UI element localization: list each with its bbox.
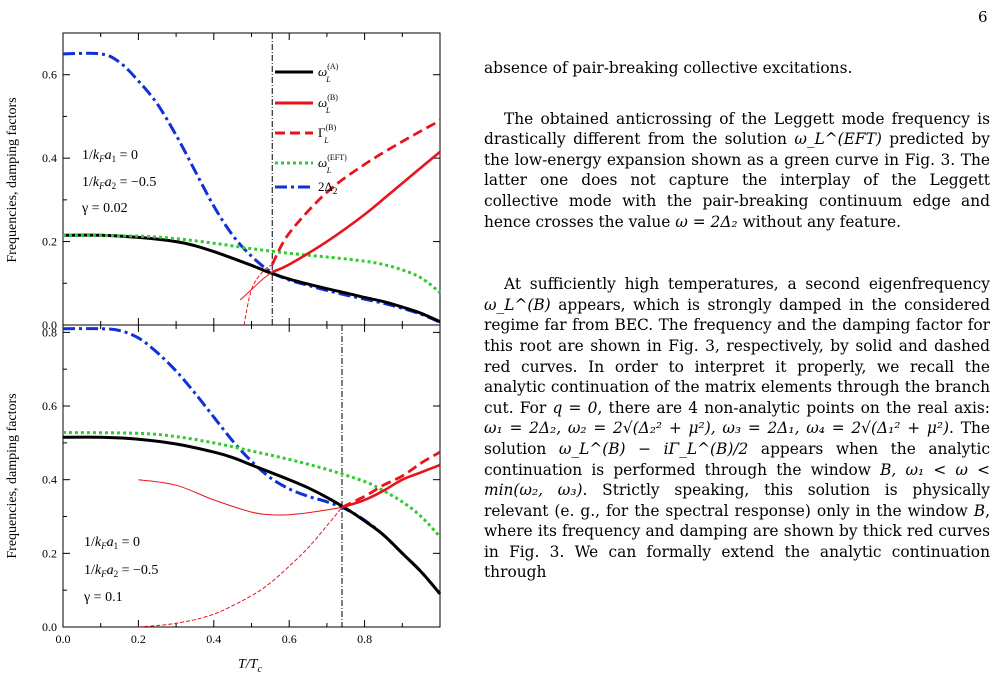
bottom-xtick-label: 0.2 — [131, 632, 146, 646]
top-curves — [62, 51, 441, 326]
bottom-series-line — [341, 463, 441, 509]
top-param-a2: 1/kFa2 = −0.5 — [82, 175, 156, 191]
paragraph-2-text-c: without any feature. — [737, 212, 902, 231]
paragraph-2-math-2: ω = 2Δ₂ — [675, 212, 738, 231]
bottom-xtick-label: 0.0 — [56, 632, 71, 646]
bottom-plot-frame — [62, 324, 441, 628]
paragraph-3-text-g: , where its frequency and damping are sh… — [484, 501, 990, 582]
top-series-line — [62, 51, 441, 324]
bottom-param-gamma: γ = 0.1 — [83, 590, 123, 605]
paragraph-3-math-6: B — [973, 501, 986, 520]
legend-label-omega-eft: ω(EFT) L — [318, 153, 347, 175]
bottom-param-a2: 1/kFa2 = −0.5 — [84, 563, 158, 579]
bottom-ytick-label: 0.6 — [42, 399, 57, 413]
top-ytick-label: 0.0 — [42, 318, 57, 332]
paragraph-2-text-a: The obtained anticrossing of the Leggett… — [484, 109, 990, 149]
top-series-line — [243, 264, 273, 326]
paragraph-2: The obtained anticrossing of the Leggett… — [484, 109, 990, 233]
bottom-ticks: 0.0 0.2 0.4 0.6 0.8 0.0 0.2 0.4 0.6 0.8 — [42, 325, 440, 646]
top-series-line — [271, 150, 441, 274]
bottom-series-line — [138, 479, 343, 516]
paragraph-3-text-d: . The solution — [484, 419, 990, 458]
top-ytick-label: 0.6 — [42, 68, 57, 82]
bottom-series-line — [62, 327, 442, 595]
bottom-xtick-label: 0.8 — [357, 632, 372, 646]
bottom-series-line — [341, 450, 441, 509]
top-param-gamma: γ = 0.02 — [81, 201, 128, 216]
bottom-params: 1/kFa1 = 0 1/kFa2 = −0.5 γ = 0.1 — [83, 535, 158, 605]
paragraph-3-text-b: appears, which is strongly damped in the… — [484, 295, 990, 417]
paragraph-2-text-b: predicted by the low-energy expansion sh… — [484, 130, 990, 231]
legend-label-gamma-b: Γ(B) L — [318, 123, 337, 145]
paragraph-3-math-1: ω_L^(B) — [484, 295, 551, 314]
bottom-xtick-label: 0.4 — [206, 632, 221, 646]
legend-label-omega-b: ω(B) L — [318, 93, 338, 115]
top-series-line — [62, 233, 441, 324]
paragraph-2-math-1: ω_L^(EFT) — [794, 130, 882, 149]
top-ytick-label: 0.2 — [42, 235, 57, 249]
bottom-ytick-label: 0.8 — [42, 325, 57, 339]
bottom-series-line — [62, 435, 442, 595]
paragraph-3-text-f: . Strictly speaking, this solution is ph… — [484, 481, 990, 520]
top-params: 1/kFa1 = 0 1/kFa2 = −0.5 γ = 0.02 — [81, 148, 156, 216]
top-series-line — [239, 271, 273, 301]
top-ytick-label: 0.4 — [42, 151, 57, 165]
top-param-a1: 1/kFa1 = 0 — [82, 148, 138, 164]
bottom-ytick-label: 0.4 — [42, 473, 57, 487]
paragraph-3-text-e: appears when the analytic continuation i… — [484, 439, 990, 479]
bottom-curves — [62, 327, 442, 628]
paragraph-3-text-c: , there are 4 non-analytic points on the… — [597, 398, 990, 417]
bottom-ytick-label: 0.2 — [42, 546, 57, 560]
x-axis-title: T/Tc — [238, 657, 262, 675]
bottom-xtick-label: 0.6 — [282, 632, 297, 646]
legend-label-two-delta: 2Δ2 — [318, 179, 337, 196]
paragraph-3: At sufficiently high temperatures, a sec… — [484, 274, 990, 583]
legend-label-omega-a: ω(A) L — [318, 62, 339, 84]
paragraph-3-math-3: ω₁ = 2Δ₂, ω₂ = 2√(Δ₂² + μ²), ω₃ = 2Δ₁, ω… — [484, 419, 950, 438]
top-series-line — [62, 233, 441, 294]
paragraph-1-text: absence of pair-breaking collective exci… — [484, 59, 853, 77]
paragraph-1: absence of pair-breaking collective exci… — [484, 58, 990, 79]
bottom-ytick-label: 0.0 — [42, 620, 57, 634]
bottom-param-a1: 1/kFa1 = 0 — [84, 535, 140, 551]
legend: ω(A) L ω(B) L Γ(B) L ω(EFT) L 2Δ2 — [275, 62, 347, 196]
text-column: absence of pair-breaking collective exci… — [484, 58, 990, 583]
page-number: 6 — [978, 8, 988, 26]
figure-3: Frequencies, damping factors Frequencies… — [5, 32, 442, 675]
paragraph-3-math-2: q = 0 — [552, 398, 598, 417]
paragraph-3-math-5: B, ω₁ < ω < min(ω₂, ω₃) — [484, 460, 990, 500]
bottom-series-line — [138, 506, 343, 628]
top-ticks: 0.0 0.2 0.4 0.6 — [42, 33, 440, 332]
top-y-axis-title: Frequencies, damping factors — [5, 97, 20, 262]
bottom-y-axis-title: Frequencies, damping factors — [5, 393, 20, 558]
paragraph-3-text-a: At sufficiently high temperatures, a sec… — [504, 275, 990, 294]
paragraph-3-math-4: ω_L^(B) − iΓ_L^(B)/2 — [558, 439, 749, 458]
top-series-line — [270, 119, 441, 266]
